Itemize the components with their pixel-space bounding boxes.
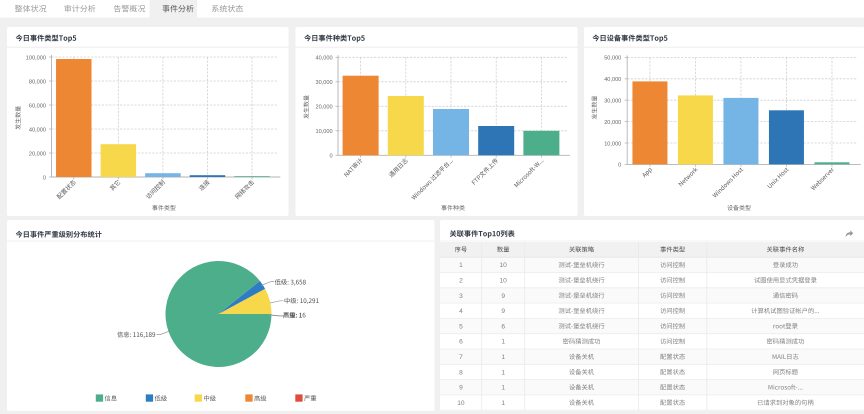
svg-text:80,000: 80,000 [29,79,46,85]
svg-text:10: 10 [457,400,465,407]
svg-text:30,000: 30,000 [604,99,621,105]
svg-text:10: 10 [500,262,508,269]
svg-text:0: 0 [329,154,332,160]
svg-text:10,000: 10,000 [604,141,621,147]
svg-text:1: 1 [501,339,505,346]
svg-text:1: 1 [501,354,505,361]
svg-text:40,000: 40,000 [29,127,46,133]
svg-text:100,000: 100,000 [26,55,46,61]
svg-text:8: 8 [459,369,463,376]
svg-text:4: 4 [459,308,463,315]
svg-text:1: 1 [501,369,505,376]
svg-text:0: 0 [618,163,621,169]
svg-text:1: 1 [501,400,505,407]
svg-text:7: 7 [459,354,463,361]
svg-text:30,000: 30,000 [315,80,332,86]
svg-text:10: 10 [500,277,508,284]
svg-text:50,000: 50,000 [604,56,621,62]
svg-text:9: 9 [501,293,505,300]
svg-text:9: 9 [459,385,463,392]
svg-text:20,000: 20,000 [29,151,46,157]
svg-text:60,000: 60,000 [29,103,46,109]
svg-text:20,000: 20,000 [315,105,332,111]
svg-text:3: 3 [459,293,463,300]
svg-text:9: 9 [501,308,505,315]
svg-text:6: 6 [459,339,463,346]
svg-text:20,000: 20,000 [604,120,621,126]
svg-text:40,000: 40,000 [604,77,621,83]
svg-text:1: 1 [459,262,463,269]
svg-text:40,000: 40,000 [315,56,332,62]
svg-text:5: 5 [459,323,463,330]
svg-text:10,000: 10,000 [315,129,332,135]
svg-text:6: 6 [501,323,505,330]
svg-text:1: 1 [501,385,505,392]
svg-text:0: 0 [43,175,46,181]
svg-text:2: 2 [459,277,463,284]
